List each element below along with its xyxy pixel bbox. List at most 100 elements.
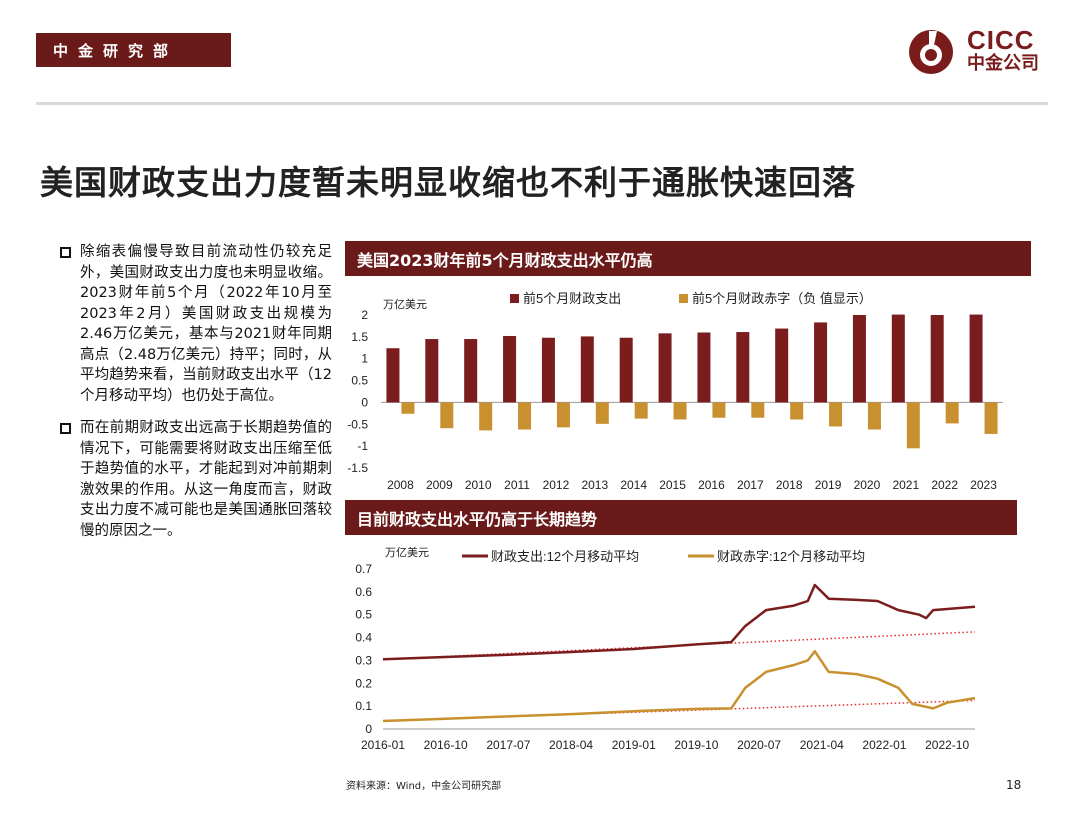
x-tick-label: 2017-07 — [486, 738, 530, 752]
checkbox-square-icon — [60, 247, 71, 258]
y-tick-label: 2 — [361, 308, 368, 322]
bar-spending — [425, 339, 439, 403]
source-note: 资料来源：Wind，中金公司研究部 — [346, 781, 502, 792]
y-axis-unit-label: 万亿美元 — [385, 546, 429, 559]
x-tick-label: 2015 — [659, 478, 686, 492]
x-tick-label: 2023 — [970, 478, 997, 492]
page-number: 18 — [1006, 778, 1022, 792]
bar-deficit — [634, 402, 648, 419]
y-axis-unit-label: 万亿美元 — [383, 298, 427, 311]
department-badge: 中金研究部 — [36, 33, 231, 67]
x-tick-label: 2010 — [465, 478, 492, 492]
page-title: 美国财政支出力度暂未明显收缩也不利于通胀快速回落 — [40, 163, 856, 202]
bullet-text: 而在前期财政支出远高于长期趋势值的情况下，可能需要将财政支出压缩至低于趋势值的水… — [80, 420, 332, 539]
checkbox-square-icon — [60, 423, 71, 434]
x-tick-label: 2022-10 — [925, 738, 969, 752]
legend-label-spending: 财政支出:12个月移动平均 — [491, 549, 639, 564]
logo-text-en: CICC — [967, 25, 1035, 55]
bar-deficit — [829, 402, 843, 427]
x-tick-label: 2017 — [737, 478, 764, 492]
cicc-logo: CICC 中金公司 — [907, 26, 1052, 80]
bar-spending — [930, 315, 944, 403]
y-tick-label: 0.6 — [355, 585, 372, 599]
bar-spending — [541, 337, 555, 403]
bar-deficit — [440, 402, 454, 429]
y-tick-label: 0.4 — [355, 631, 372, 645]
x-tick-label: 2009 — [426, 478, 453, 492]
x-tick-label: 2019-10 — [674, 738, 718, 752]
bar-spending — [619, 337, 633, 403]
series-line — [382, 650, 976, 723]
bar-deficit — [906, 402, 920, 449]
y-tick-label: -1 — [357, 439, 368, 453]
chart1-title: 美国2023财年前5个月财政支出水平仍高 — [345, 241, 1031, 276]
y-tick-label: 0.3 — [355, 653, 372, 667]
x-tick-label: 2016 — [698, 478, 725, 492]
x-tick-label: 2021 — [892, 478, 919, 492]
y-tick-label: 1 — [361, 352, 368, 366]
bar-deficit — [556, 402, 570, 428]
x-tick-label: 2012 — [543, 478, 570, 492]
y-tick-label: 0 — [365, 722, 372, 736]
bullet-list: 除缩表偏慢导致目前流动性仍较充足外，美国财政支出力度也未明显收缩。2023财年前… — [60, 242, 332, 553]
y-tick-label: 0.2 — [355, 676, 372, 690]
trend-line — [382, 699, 976, 722]
bar-deficit — [751, 402, 765, 418]
x-tick-label: 2016-01 — [361, 738, 405, 752]
bar-spending — [386, 348, 400, 403]
bar-spending — [503, 335, 517, 403]
bar-deficit — [595, 402, 609, 424]
y-tick-label: 0.1 — [355, 699, 372, 713]
legend-swatch-spending — [510, 294, 519, 303]
legend-label-spending: 前5个月财政支出 — [523, 291, 621, 306]
header-divider — [36, 102, 1048, 105]
series-line — [382, 583, 976, 661]
y-tick-label: -1.5 — [347, 461, 368, 475]
bar-deficit — [790, 402, 804, 420]
x-tick-label: 2018 — [776, 478, 803, 492]
legend-label-deficit: 前5个月财政赤字（负 值显示） — [692, 291, 872, 306]
bar-deficit — [945, 402, 959, 424]
bar-spending — [969, 314, 983, 403]
x-tick-label: 2020 — [854, 478, 881, 492]
trend-line — [382, 631, 976, 661]
x-tick-label: 2013 — [581, 478, 608, 492]
y-tick-label: -0.5 — [347, 417, 368, 431]
bar-deficit — [479, 402, 493, 431]
x-tick-label: 2019-01 — [612, 738, 656, 752]
bullet-point: 而在前期财政支出远高于长期趋势值的情况下，可能需要将财政支出压缩至低于趋势值的水… — [60, 418, 332, 541]
logo-text-cn: 中金公司 — [967, 53, 1039, 74]
x-tick-label: 2020-07 — [737, 738, 781, 752]
x-tick-label: 2018-04 — [549, 738, 593, 752]
y-tick-label: 0.7 — [355, 562, 372, 576]
bar-deficit — [673, 402, 687, 420]
bar-spending — [814, 322, 828, 403]
bar-spending — [736, 332, 750, 403]
bar-spending — [775, 328, 789, 403]
y-tick-label: 0 — [361, 395, 368, 409]
x-tick-label: 2014 — [620, 478, 647, 492]
bar-spending — [464, 339, 478, 403]
cicc-logo-icon — [909, 30, 953, 74]
x-tick-label: 2011 — [504, 478, 530, 492]
x-tick-label: 2022 — [931, 478, 958, 492]
x-tick-label: 2019 — [815, 478, 842, 492]
bar-deficit — [712, 402, 726, 418]
bar-deficit — [984, 402, 998, 434]
x-tick-label: 2016-10 — [424, 738, 468, 752]
x-tick-label: 2008 — [387, 478, 414, 492]
legend-swatch-deficit — [679, 294, 688, 303]
y-tick-label: 0.5 — [355, 608, 372, 622]
bar-spending — [852, 315, 866, 403]
bar-spending — [697, 332, 711, 403]
bullet-text: 除缩表偏慢导致目前流动性仍较充足外，美国财政支出力度也未明显收缩。2023财年前… — [80, 244, 332, 404]
y-tick-label: 1.5 — [351, 330, 368, 344]
y-tick-label: 0.5 — [351, 374, 368, 388]
bar-spending — [580, 336, 594, 403]
bullet-point: 除缩表偏慢导致目前流动性仍较充足外，美国财政支出力度也未明显收缩。2023财年前… — [60, 242, 332, 406]
bar-spending — [891, 314, 905, 403]
x-tick-label: 2022-01 — [862, 738, 906, 752]
bar-deficit — [518, 402, 532, 430]
x-tick-label: 2021-04 — [800, 738, 844, 752]
chart2-title: 目前财政支出水平仍高于长期趋势 — [345, 500, 1017, 535]
